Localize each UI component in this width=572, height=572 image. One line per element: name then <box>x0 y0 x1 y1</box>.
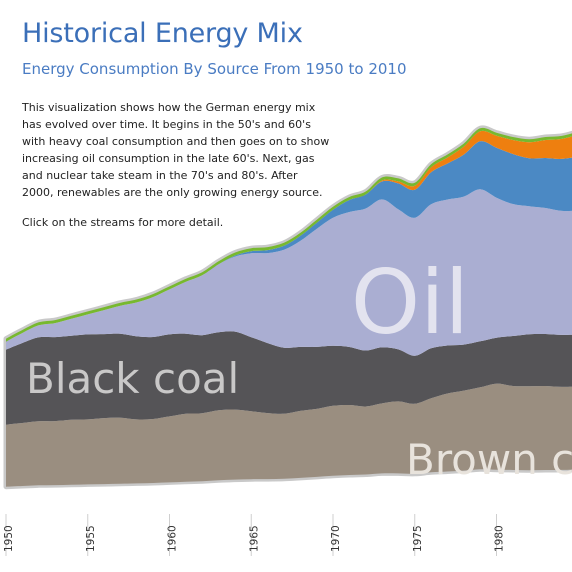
stream-nuclear[interactable] <box>6 130 572 342</box>
streams-layer <box>3 125 572 490</box>
x-axis: 1950 1955 1960 1965 1970 1975 1980 <box>3 514 506 556</box>
x-tick-label: 1970 <box>330 525 342 552</box>
chart-subtitle: Energy Consumption By Source From 1950 t… <box>22 60 407 78</box>
chart-title: Historical Energy Mix <box>22 18 303 49</box>
x-tick-label: 1975 <box>412 525 424 552</box>
stream-label-oil: Oil <box>351 251 469 354</box>
stream-oil[interactable] <box>6 189 572 356</box>
chart-description: This visualization shows how the German … <box>22 101 330 199</box>
x-tick-label: 1980 <box>494 525 506 552</box>
chart-instruction: Click on the streams for more detail. <box>22 216 224 229</box>
stream-black-coal[interactable] <box>6 331 572 425</box>
stream-label-black-coal: Black coal <box>26 354 239 403</box>
stream-renewables[interactable] <box>6 127 572 342</box>
stream-brown-coal[interactable] <box>6 383 572 487</box>
stream-gas[interactable] <box>6 141 572 342</box>
stream-label-brown-coal: Brown co <box>406 435 572 484</box>
x-tick-label: 1955 <box>85 525 97 552</box>
x-tick-label: 1965 <box>248 525 260 552</box>
x-tick-label: 1960 <box>167 525 179 552</box>
x-tick-label: 1950 <box>3 525 15 552</box>
stream-labels-layer: Black coal Oil Brown co <box>26 251 572 484</box>
